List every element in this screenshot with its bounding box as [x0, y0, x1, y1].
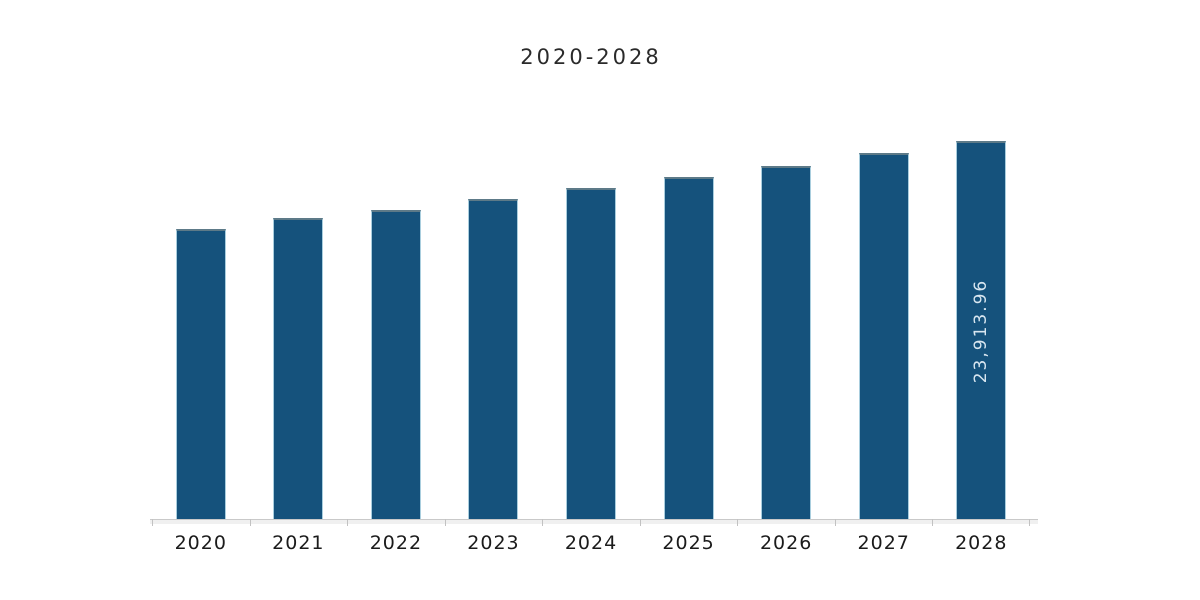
- x-axis-label-2027: 2027: [857, 532, 910, 554]
- bar-2022: [370, 210, 421, 519]
- bar-slot-2026: [737, 89, 835, 519]
- bar-2026: [761, 166, 812, 519]
- bar-slot-2021: [250, 89, 348, 519]
- bar-2025: [663, 177, 714, 519]
- bar-slot-2028: 23,913.96: [933, 89, 1031, 519]
- chart-title: 2020-2028: [520, 45, 662, 69]
- bar-value-label-2028: 23,913.96: [971, 278, 992, 384]
- x-axis-tick: [347, 519, 349, 526]
- x-axis-tick: [1029, 519, 1030, 526]
- bar-slot-2020: [152, 89, 250, 519]
- x-axis-label-2026: 2026: [759, 532, 813, 554]
- bar-slot-2022: [347, 89, 445, 519]
- x-axis-ticks: [152, 519, 1030, 526]
- x-axis-label-2020: 2020: [174, 532, 227, 554]
- x-axis-label-2021: 2021: [272, 532, 325, 554]
- bar-2021: [273, 218, 324, 519]
- x-axis-labels: 2020 2021 2022 2023 2024 2025 2026 2027 2028: [152, 532, 1030, 554]
- bar-slot-2025: [640, 89, 738, 519]
- bar-2028: 23,913.96: [956, 141, 1007, 519]
- bar-slot-2024: [542, 89, 640, 519]
- x-axis-label-2024: 2024: [564, 532, 618, 554]
- x-axis-tick: [152, 519, 153, 526]
- x-axis-tick: [249, 519, 251, 526]
- x-axis-tick: [737, 519, 739, 526]
- x-axis-label-2022: 2022: [369, 532, 423, 554]
- bar-2024: [566, 188, 617, 519]
- bar-slot-2027: [835, 89, 933, 519]
- plot-area: 23,913.96: [152, 89, 1030, 519]
- bar-2027: [858, 153, 909, 519]
- x-axis-label-2025: 2025: [662, 532, 715, 554]
- bar-2020: [175, 229, 226, 519]
- x-axis-tick: [932, 519, 934, 526]
- x-axis-tick: [542, 519, 544, 526]
- x-axis-tick: [639, 519, 641, 526]
- x-axis-label-2023: 2023: [467, 532, 520, 554]
- x-axis-line: [150, 519, 1038, 524]
- x-axis-label-2028: 2028: [955, 532, 1008, 554]
- x-axis-tick: [834, 519, 836, 526]
- bar-2023: [468, 199, 519, 519]
- bar-slot-2023: [445, 89, 543, 519]
- x-axis-tick: [444, 519, 446, 526]
